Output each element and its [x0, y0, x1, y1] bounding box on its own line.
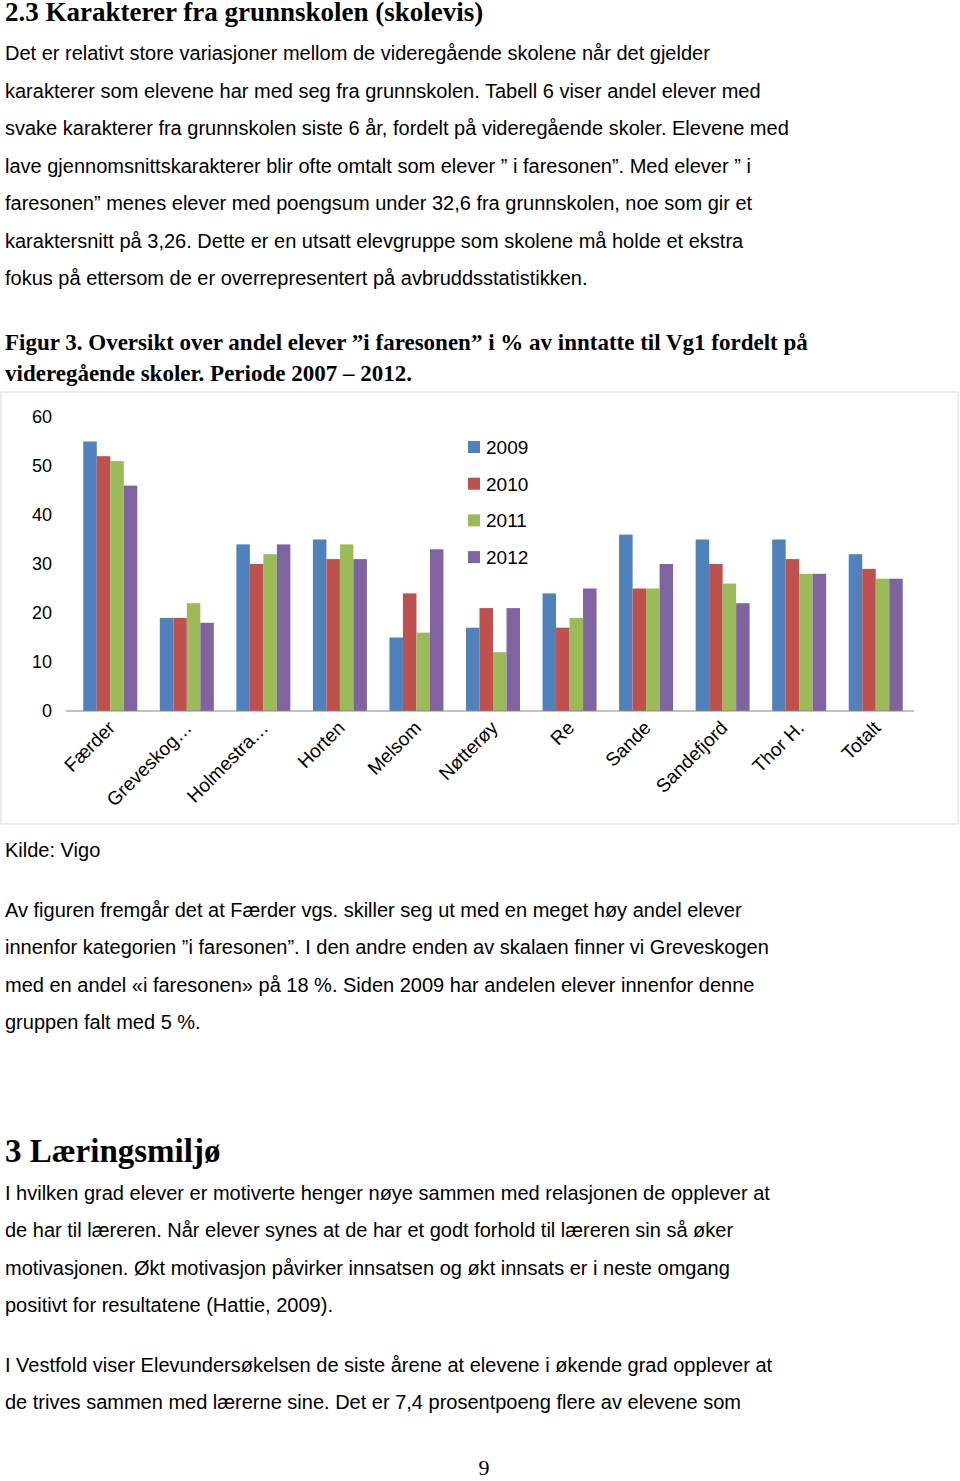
- bar: [389, 638, 403, 712]
- bar: [263, 554, 277, 711]
- bar: [583, 589, 597, 712]
- body-line: I Vestfold viser Elevundersøkelsen de si…: [5, 1354, 773, 1376]
- bar: [416, 633, 430, 711]
- legend-swatch: [468, 441, 480, 453]
- y-tick-label: 40: [32, 505, 52, 525]
- bar: [466, 628, 480, 711]
- body-line: de trives sammen med lærerne sine. Det e…: [5, 1391, 741, 1413]
- bar: [772, 540, 786, 712]
- legend-label: 2012: [486, 547, 528, 568]
- legend-swatch: [468, 551, 480, 563]
- body-line: karaktersnitt på 3,26. Dette er en utsat…: [5, 230, 744, 252]
- bars: [83, 442, 902, 712]
- bar: [646, 589, 660, 712]
- body-line: lave gjennomsnittskarakterer blir ofte o…: [5, 155, 751, 177]
- x-tick-label: Sandefjord: [652, 717, 732, 797]
- bar: [543, 593, 557, 711]
- section-heading: 3 Læringsmiljø: [5, 1133, 220, 1169]
- x-tick-label: Re: [546, 717, 578, 749]
- body-line: med en andel «i faresonen» på 18 %. Side…: [5, 974, 754, 996]
- figure-caption: videregående skoler. Periode 2007 – 2012…: [5, 361, 412, 386]
- body-line: positivt for resultatene (Hattie, 2009).: [5, 1294, 333, 1316]
- bar: [173, 618, 187, 711]
- chart-frame: [1, 392, 958, 824]
- bar: [849, 554, 863, 711]
- x-tick-label: Greveskog…: [102, 717, 195, 810]
- x-tick-label: Færder: [60, 717, 119, 776]
- bar: [313, 540, 327, 712]
- body-line: fokus på ettersom de er overrepresentert…: [5, 267, 588, 289]
- bar: [160, 618, 174, 711]
- bar: [493, 652, 507, 711]
- bar: [277, 544, 291, 711]
- legend-swatch: [468, 478, 480, 490]
- bar: [326, 559, 340, 711]
- bar: [340, 544, 354, 711]
- figure-caption: Figur 3. Oversikt over andel elever ”i f…: [5, 330, 808, 355]
- x-tick-label: Sande: [601, 717, 655, 771]
- bar: [736, 603, 750, 711]
- y-tick-label: 10: [32, 652, 52, 672]
- bar: [353, 559, 367, 711]
- y-tick-label: 60: [32, 407, 52, 427]
- bar: [507, 608, 521, 711]
- body-line: innenfor kategorien ”i faresonen”. I den…: [5, 936, 769, 958]
- page: 2.3 Karakterer fra grunnskolen (skolevis…: [0, 0, 960, 1481]
- bar: [83, 442, 97, 712]
- x-tick-label: Totalt: [838, 716, 885, 763]
- bar: [709, 564, 723, 711]
- y-tick-label: 30: [32, 554, 52, 574]
- section-heading: 2.3 Karakterer fra grunnskolen (skolevis…: [5, 0, 483, 27]
- bar: [236, 544, 250, 711]
- figure-source: Kilde: Vigo: [5, 839, 100, 861]
- body-line: Det er relativt store variasjoner mellom…: [5, 42, 710, 64]
- bar: [723, 584, 737, 711]
- bar: [660, 564, 674, 711]
- bar: [250, 564, 264, 711]
- bar: [556, 628, 570, 711]
- body-line: gruppen falt med 5 %.: [5, 1011, 201, 1033]
- x-tick-label: Nøtterøy: [435, 717, 502, 784]
- bar: [570, 618, 584, 711]
- body-line: I hvilken grad elever er motiverte henge…: [5, 1182, 770, 1204]
- bar: [97, 456, 111, 711]
- body-line: svake karakterer fra grunnskolen siste 6…: [5, 117, 789, 139]
- bar: [200, 623, 214, 711]
- x-tick-label: Horten: [294, 717, 349, 772]
- y-tick-label: 0: [42, 701, 52, 721]
- bar: [813, 574, 827, 711]
- bar: [480, 608, 494, 711]
- y-tick-label: 20: [32, 603, 52, 623]
- bar: [862, 569, 876, 711]
- body-line: karakterer som elevene har med seg fra g…: [5, 80, 761, 102]
- legend-label: 2010: [486, 474, 528, 495]
- bar: [110, 461, 124, 711]
- x-tick-label: Melsom: [363, 717, 425, 779]
- bar: [633, 589, 647, 712]
- bar: [619, 535, 633, 711]
- legend-swatch: [468, 514, 480, 526]
- legend-label: 2009: [486, 437, 528, 458]
- bar: [187, 603, 201, 711]
- x-tick-label: Holmestra…: [183, 717, 273, 807]
- bar: [124, 486, 138, 711]
- bar: [799, 574, 813, 711]
- bar: [696, 540, 710, 712]
- bar: [786, 559, 800, 711]
- page-number: 9: [479, 1455, 490, 1480]
- x-axis: [66, 711, 914, 712]
- x-tick-label: Thor H.: [748, 717, 808, 777]
- y-tick-label: 50: [32, 456, 52, 476]
- bar: [876, 579, 890, 711]
- body-line: faresonen” menes elever med poengsum und…: [5, 192, 753, 214]
- bar: [430, 549, 444, 711]
- body-line: de har til læreren. Når elever synes at …: [5, 1219, 733, 1241]
- legend-label: 2011: [486, 510, 527, 531]
- bar: [403, 593, 417, 711]
- bar: [889, 579, 903, 711]
- body-line: motivasjonen. Økt motivasjon påvirker in…: [5, 1257, 730, 1279]
- body-line: Av figuren fremgår det at Færder vgs. sk…: [5, 899, 742, 921]
